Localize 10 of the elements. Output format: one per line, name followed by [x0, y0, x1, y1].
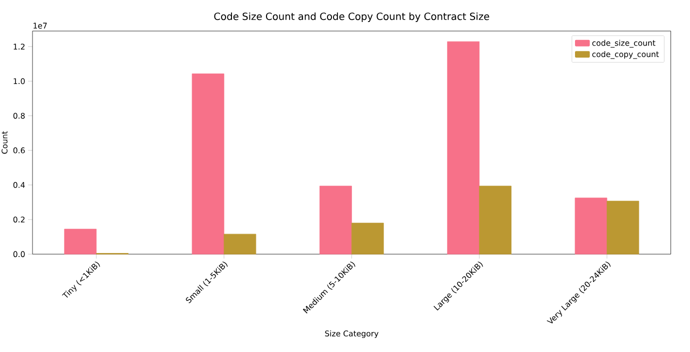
bar	[574, 198, 608, 255]
bar	[192, 74, 224, 255]
bar	[224, 234, 256, 255]
bar	[320, 186, 352, 255]
bar	[351, 222, 384, 255]
bar	[447, 42, 480, 255]
bar	[64, 229, 97, 255]
bar	[479, 186, 512, 255]
chart-title: Code Size Count and Code Copy Count by Contract Size	[214, 12, 490, 22]
bar	[606, 200, 640, 255]
